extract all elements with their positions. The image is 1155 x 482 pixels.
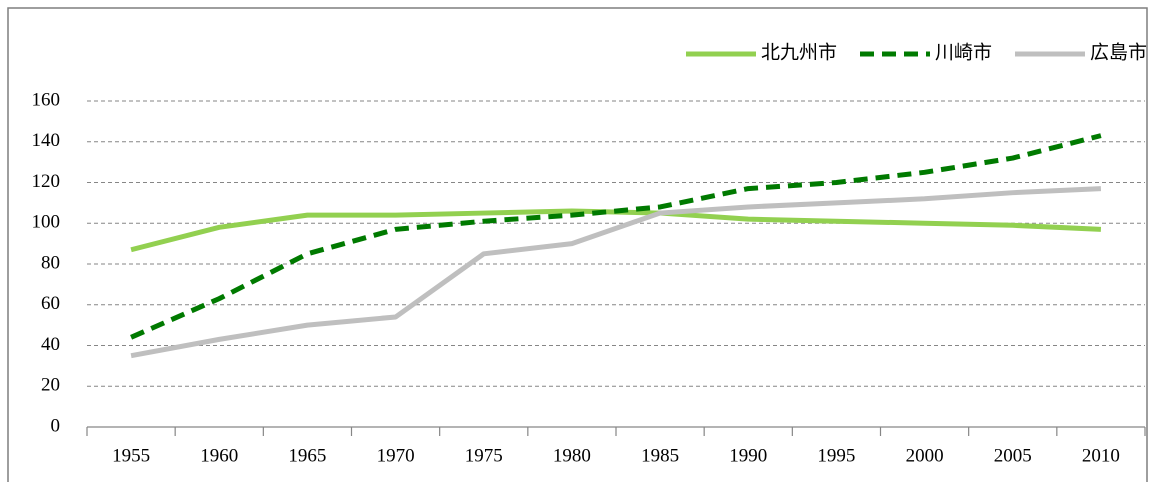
x-tick-label: 1980 — [553, 445, 591, 466]
x-tick-label: 2005 — [994, 445, 1032, 466]
x-tick-label: 1975 — [465, 445, 503, 466]
y-tick-label: 20 — [41, 375, 60, 396]
y-tick-label: 0 — [51, 415, 61, 436]
x-tick-label: 2000 — [906, 445, 944, 466]
x-tick-label: 1990 — [729, 445, 767, 466]
y-tick-label: 80 — [41, 252, 60, 273]
legend-label: 北九州市 — [761, 41, 837, 63]
y-tick-label: 100 — [32, 212, 61, 233]
y-tick-label: 160 — [32, 89, 61, 110]
x-tick-label: 2010 — [1082, 445, 1120, 466]
x-tick-label: 1985 — [641, 445, 679, 466]
chart-border — [7, 7, 1148, 482]
x-tick-label: 1995 — [817, 445, 855, 466]
y-tick-label: 60 — [41, 293, 60, 314]
legend-label: 川崎市 — [935, 41, 992, 63]
x-tick-label: 1955 — [112, 445, 150, 466]
y-tick-label: 120 — [32, 171, 61, 192]
y-tick-label: 40 — [41, 334, 60, 355]
x-tick-label: 1970 — [377, 445, 415, 466]
x-tick-label: 1960 — [200, 445, 238, 466]
series-line — [130, 186, 1102, 359]
y-tick-label: 140 — [32, 130, 61, 151]
legend-label: 広島市 — [1090, 41, 1147, 63]
x-tick-label: 1965 — [288, 445, 326, 466]
series-line — [130, 133, 1102, 340]
